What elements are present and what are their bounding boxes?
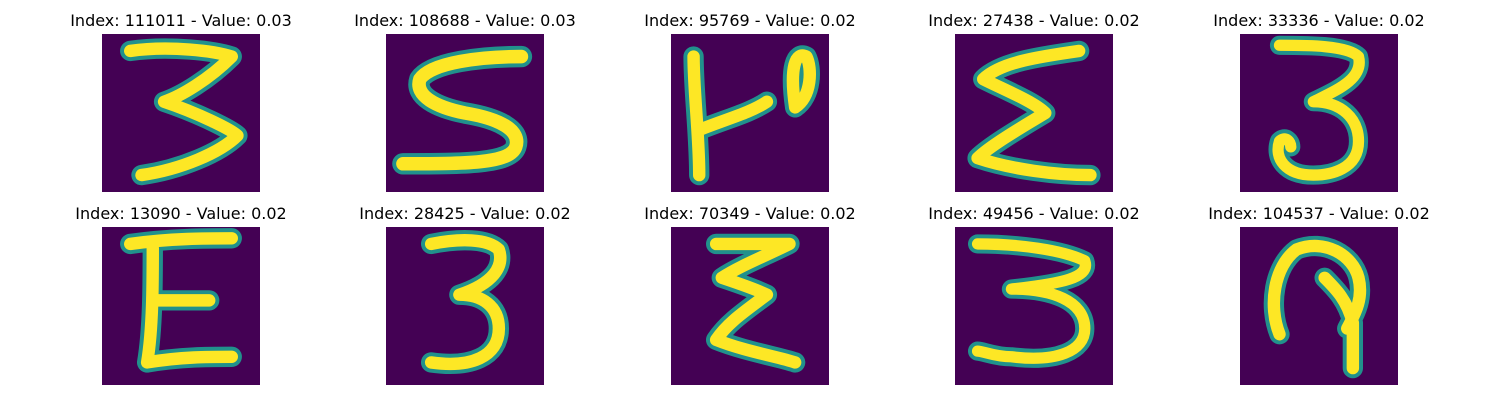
panel-title: Index: 95769 - Value: 0.02 [644,11,856,30]
digit-panel-3: Index: 95769 - Value: 0.02 [625,12,875,202]
digit-image [102,34,260,192]
digit-panel-10: Index: 104537 - Value: 0.02 [1194,205,1444,395]
panel-title: Index: 33336 - Value: 0.02 [1213,11,1425,30]
digit-panel-2: Index: 108688 - Value: 0.03 [340,12,590,202]
panel-title: Index: 104537 - Value: 0.02 [1208,204,1430,223]
panel-title: Index: 70349 - Value: 0.02 [644,204,856,223]
digit-image [386,227,544,385]
panel-title: Index: 111011 - Value: 0.03 [70,11,292,30]
digit-panel-5: Index: 33336 - Value: 0.02 [1194,12,1444,202]
digit-image [671,227,829,385]
digit-image [671,34,829,192]
panel-title: Index: 49456 - Value: 0.02 [928,204,1140,223]
digit-panel-4: Index: 27438 - Value: 0.02 [909,12,1159,202]
digit-panel-1: Index: 111011 - Value: 0.03 [56,12,306,202]
digit-image [1240,227,1398,385]
panel-title: Index: 28425 - Value: 0.02 [359,204,571,223]
digit-image [386,34,544,192]
digit-image [955,34,1113,192]
digit-panel-7: Index: 28425 - Value: 0.02 [340,205,590,395]
digit-image [955,227,1113,385]
digit-panel-6: Index: 13090 - Value: 0.02 [56,205,306,395]
digit-image [102,227,260,385]
digit-panel-9: Index: 49456 - Value: 0.02 [909,205,1159,395]
digit-panel-8: Index: 70349 - Value: 0.02 [625,205,875,395]
panel-title: Index: 13090 - Value: 0.02 [75,204,287,223]
panel-title: Index: 108688 - Value: 0.03 [354,11,576,30]
digit-image [1240,34,1398,192]
panel-title: Index: 27438 - Value: 0.02 [928,11,1140,30]
